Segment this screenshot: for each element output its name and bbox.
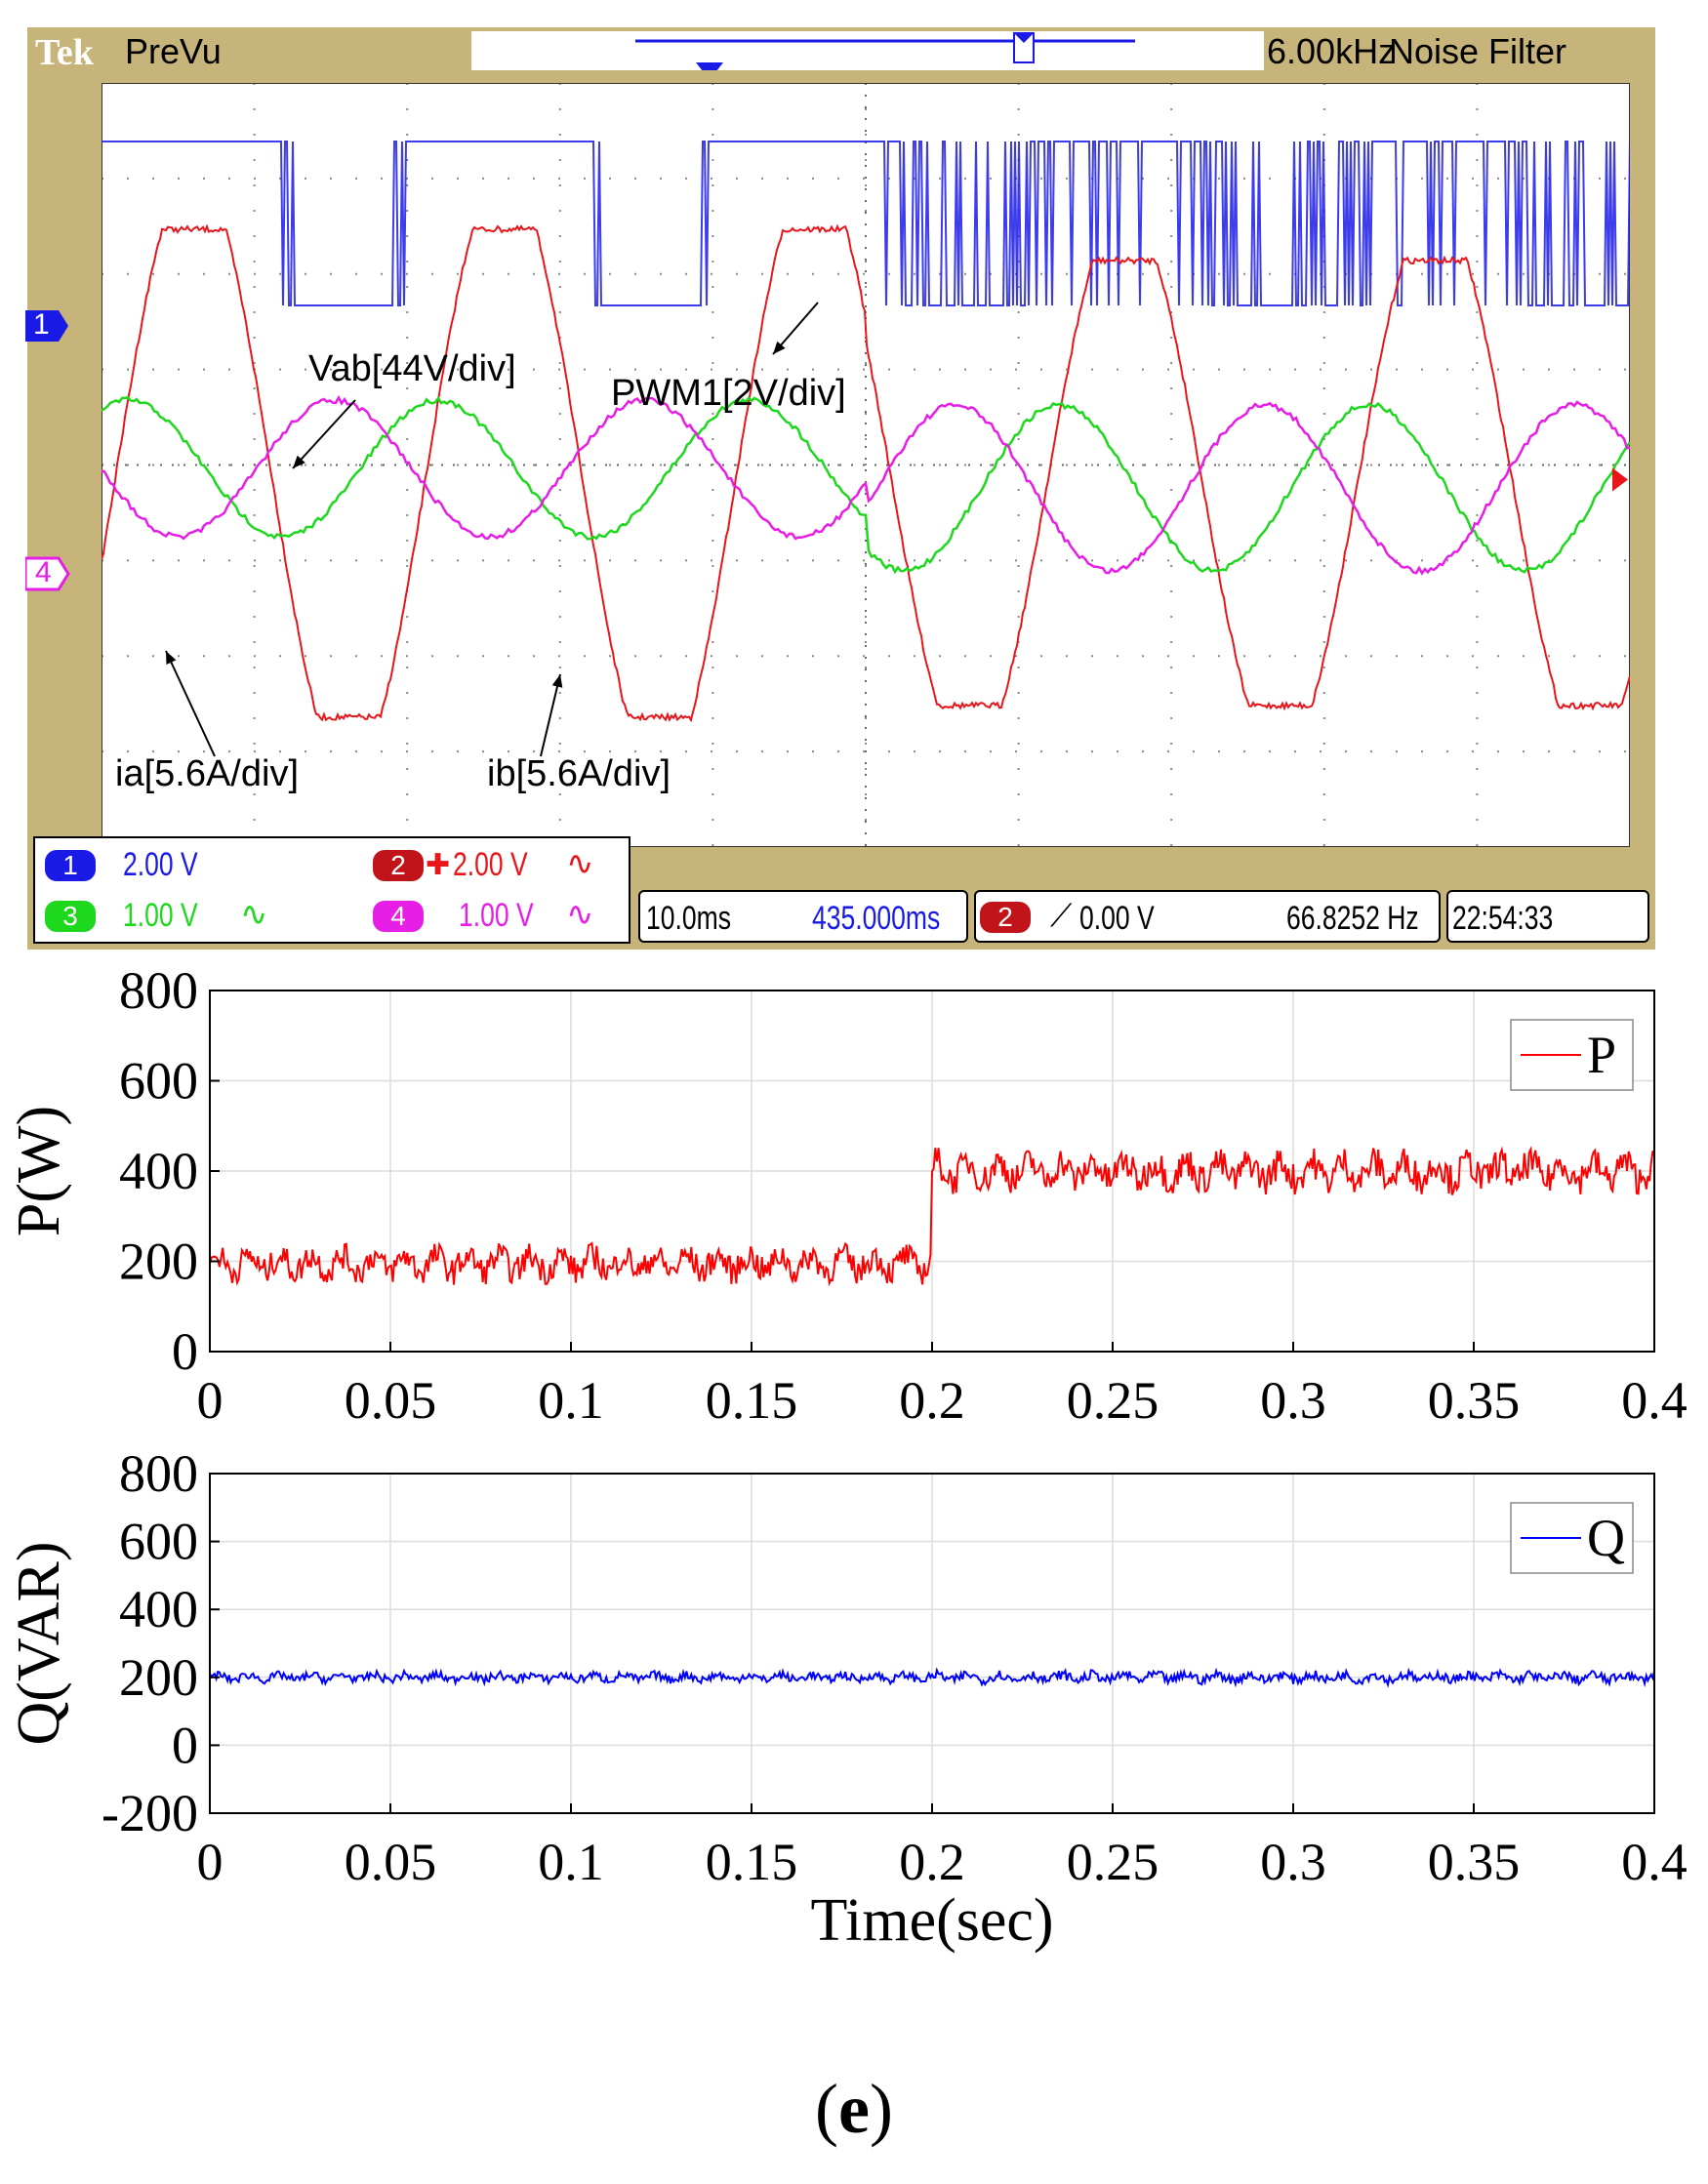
y-tick-label: 600 — [119, 1513, 198, 1571]
ch1-marker-shape — [25, 310, 68, 342]
y-tick-label: 0 — [172, 1322, 198, 1381]
ia-trace — [101, 395, 1632, 575]
oscilloscope-screenshot: Tek PreVu 6.00kHz Noise Filter Vab[44V/d… — [23, 27, 1655, 950]
noise-filter-label: Noise Filter — [1389, 31, 1567, 71]
x-tick-label: 0.15 — [706, 1833, 798, 1891]
caption-letter: e — [838, 2070, 870, 2148]
y-tick-label: 400 — [119, 1142, 198, 1200]
x-tick-label: 0.2 — [899, 1833, 965, 1891]
timebase-value: 10.0ms — [646, 900, 731, 937]
x-tick-label: 0.4 — [1621, 1833, 1688, 1891]
record-position-indicator — [635, 32, 1135, 80]
reactive-power-plot: Q0 0.05 0.1 0.15 0.2 0.25 0.3 0.35 0.4-200020040… — [6, 1444, 1688, 1954]
y-axis-label: P(W) — [6, 1106, 72, 1236]
x-tick-label: 0.3 — [1260, 1371, 1326, 1430]
acquisition-mode: PreVu — [125, 31, 222, 71]
annotation-arrow-ia — [165, 650, 216, 757]
ch2-ac-coupling-icon: ∿ — [566, 845, 594, 882]
annotation-ib: ib[5.6A/div] — [487, 753, 671, 794]
trigger-level: 0.00 V — [1079, 900, 1155, 937]
x-tick-label: 0 — [197, 1833, 224, 1891]
ch4-ac-coupling-icon: ∿ — [566, 896, 594, 933]
y-tick-label: 800 — [119, 961, 198, 1020]
ch3-badge: 3 — [45, 901, 96, 932]
timebase-readout: 10.0ms 435.000ms — [638, 890, 968, 943]
ch4-position-marker: 4 — [23, 556, 70, 591]
ch1-position-marker: 1 — [25, 308, 68, 342]
series-Q-line — [209, 1667, 1655, 1688]
x-tick-label: 0.3 — [1260, 1833, 1326, 1891]
y-tick-label: 0 — [172, 1716, 198, 1774]
trigger-frequency: 66.8252 Hz — [1286, 900, 1419, 937]
ch1-badge: 1 — [45, 850, 96, 881]
annotation-arrowhead-pwm1 — [773, 341, 786, 354]
caption-close: ) — [869, 2070, 893, 2148]
annotation-arrow-vab — [292, 399, 356, 469]
y-tick-label: 600 — [119, 1052, 198, 1111]
x-tick-label: 0.05 — [345, 1833, 437, 1891]
annotation-arrowhead-vab — [293, 455, 305, 468]
legend-label-P: P — [1587, 1026, 1616, 1084]
y-tick-label: 200 — [119, 1233, 198, 1291]
x-tick-label: 0.2 — [899, 1371, 965, 1430]
vab-trace — [101, 223, 1631, 723]
series-P-line — [209, 1145, 1655, 1287]
ch3-scale: 1.00 V — [123, 897, 198, 934]
x-tick-label: 0.25 — [1067, 1833, 1159, 1891]
clock-readout: 22:54:33 — [1446, 890, 1649, 943]
annotation-arrowhead-ib — [551, 674, 563, 688]
y-tick-label: 400 — [119, 1580, 198, 1638]
ch1-marker-label: 1 — [33, 308, 50, 341]
ch2-scale: 2.00 V — [453, 846, 528, 883]
annotation-arrowhead-ia — [166, 651, 177, 665]
x-tick-label: 0.25 — [1067, 1371, 1159, 1430]
y-tick-label: 800 — [119, 1444, 198, 1503]
legend-label-Q: Q — [1587, 1509, 1625, 1567]
annotation-pwm1: PWM1[2V/div] — [611, 373, 846, 414]
x-tick-label: 0 — [197, 1371, 224, 1430]
ib-trace — [101, 394, 1631, 576]
ch2-badge: 2 — [373, 850, 424, 881]
ch3-ac-coupling-icon: ∿ — [240, 896, 268, 933]
annotation-vab: Vab[44V/div] — [308, 348, 516, 389]
ch4-badge: 4 — [373, 901, 424, 932]
rising-edge-icon: ⟋ — [1050, 898, 1073, 933]
ch4-marker-label: 4 — [35, 556, 52, 588]
scope-top-bar: Tek PreVu 6.00kHz Noise Filter — [27, 27, 1655, 80]
caption-open: ( — [815, 2070, 839, 2148]
tek-logo: Tek — [35, 32, 94, 73]
y-axis-label: Q(VAR) — [6, 1542, 72, 1746]
y-tick-label: -200 — [102, 1784, 198, 1842]
figure-caption: (e) — [0, 2069, 1708, 2150]
record-position-bar — [471, 31, 1264, 80]
active-power-plot: P 0 0.05 0.1 0.15 0.2 0.25 0.3 0.35 0.4 0 200 400 600… — [6, 961, 1688, 1430]
clock-time: 22:54:33 — [1452, 900, 1554, 937]
noise-filter-frequency: 6.00kHz — [1267, 31, 1397, 71]
power-plots: P 0 0.05 0.1 0.15 0.2 0.25 0.3 0.35 0.4 0 200 400 600… — [6, 961, 1688, 1954]
trigger-readout: 2 ⟋ 0.00 V 66.8252 Hz — [974, 890, 1441, 943]
x-tick-label: 0.05 — [345, 1371, 437, 1430]
pwm1-trace — [102, 141, 1631, 306]
x-tick-label: 0.4 — [1621, 1371, 1688, 1430]
channel-readouts: 1 2.00 V 2 ✚ 2.00 V ∿ 3 1.00 V ∿ 4 1.00 … — [33, 836, 630, 944]
annotation-arrow-ib — [540, 673, 561, 757]
x-tick-label: 0.35 — [1428, 1371, 1521, 1430]
trigger-level-marker — [1612, 467, 1628, 492]
x-tick-label: 0.1 — [538, 1371, 604, 1430]
ch2-sign-icon: ✚ — [426, 849, 451, 881]
ch1-scale: 2.00 V — [123, 846, 198, 883]
x-axis-label: Time(sec) — [810, 1887, 1053, 1954]
ch4-marker-shape — [23, 556, 70, 591]
x-tick-label: 0.35 — [1428, 1833, 1521, 1891]
x-tick-label: 0.15 — [706, 1371, 798, 1430]
x-tick-label: 0.1 — [538, 1833, 604, 1891]
annotation-ia: ia[5.6A/div] — [115, 753, 299, 794]
horizontal-position: 435.000ms — [812, 900, 941, 937]
ch4-scale: 1.00 V — [459, 897, 534, 934]
scope-waveforms: Vab[44V/div] PWM1[2V/div] ia[5.6A/div] ib[5… — [101, 82, 1632, 848]
y-tick-label: 200 — [119, 1648, 198, 1707]
trigger-source-badge: 2 — [980, 902, 1031, 933]
scope-display: Vab[44V/div] PWM1[2V/div] ia[5.6A/div] ib[5… — [101, 82, 1632, 848]
